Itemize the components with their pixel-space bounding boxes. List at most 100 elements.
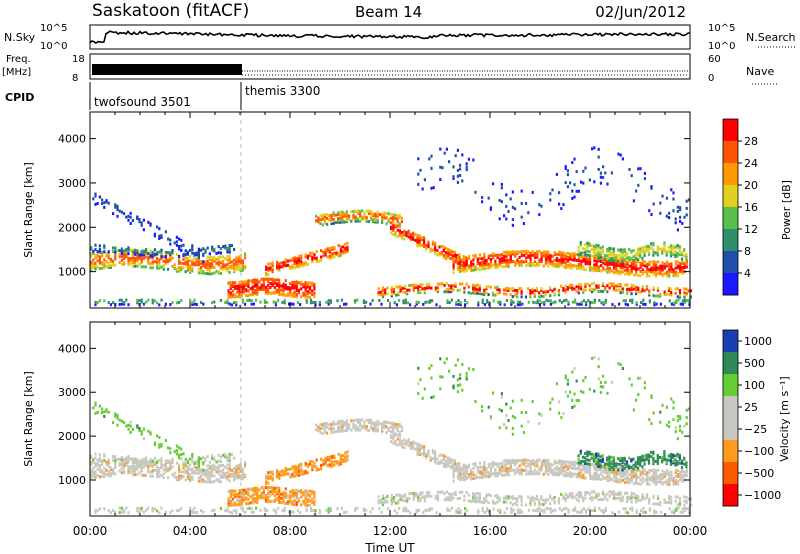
velocity-cell <box>237 464 240 468</box>
noise-right-tick-bottom: 10^0 <box>708 41 735 52</box>
velocity-cell <box>485 475 488 478</box>
power-cell <box>147 298 150 302</box>
power-cell <box>169 238 172 242</box>
power-cell <box>101 198 104 202</box>
power-cell <box>200 259 203 263</box>
velocity-cell <box>500 469 504 473</box>
velocity-cell <box>348 423 351 427</box>
velocity-cell <box>105 460 108 464</box>
velocity-cell <box>103 472 106 476</box>
power-cell <box>454 282 457 286</box>
power-cell <box>222 267 225 271</box>
power-cell <box>147 256 150 260</box>
power-cell <box>400 216 403 220</box>
power-cell <box>615 259 618 263</box>
power-cell <box>213 255 216 259</box>
power-cell <box>551 260 554 264</box>
power-cell <box>127 261 130 265</box>
velocity-cell <box>302 493 305 497</box>
power-cell <box>390 221 393 225</box>
power-cell <box>632 263 636 267</box>
power-cell <box>637 290 640 294</box>
velocity-cell <box>234 493 237 496</box>
power-cell <box>151 266 154 270</box>
power-cell <box>235 259 238 263</box>
power-cell <box>446 299 449 303</box>
power-cell <box>286 292 290 296</box>
velocity-cell <box>544 466 548 470</box>
power-cell <box>686 299 689 302</box>
power-cell <box>577 249 580 253</box>
power-cell <box>311 281 314 285</box>
power-cell <box>560 257 563 260</box>
power-cell <box>164 261 167 265</box>
velocity-cell <box>643 468 647 472</box>
velocity-cell <box>540 497 543 500</box>
power-cell <box>140 251 143 255</box>
velocity-cell <box>462 469 465 473</box>
velocity-cell <box>538 501 541 505</box>
velocity-cell <box>264 499 268 503</box>
velocity-cell <box>149 474 152 478</box>
velocity-cell <box>241 467 244 471</box>
velocity-cell <box>392 498 396 502</box>
velocity-cell <box>319 430 322 434</box>
velocity-cell <box>136 459 139 463</box>
power-cell <box>659 266 662 270</box>
velocity-cell <box>204 468 207 472</box>
power-cell <box>434 251 437 255</box>
power-cell <box>287 259 290 263</box>
power-cell <box>650 185 653 189</box>
power-cell <box>409 303 412 307</box>
velocity-cell <box>511 458 515 462</box>
power-cell <box>502 288 506 292</box>
power-cell <box>610 261 614 265</box>
velocity-cell <box>562 495 565 499</box>
power-cell <box>669 252 673 256</box>
power-cell <box>171 249 174 252</box>
power-cell <box>511 252 515 256</box>
velocity-cell <box>584 461 587 465</box>
power-cell <box>396 217 399 221</box>
velocity-cell <box>630 494 633 498</box>
velocity-cell <box>118 463 121 467</box>
power-cell <box>175 267 178 271</box>
power-cell <box>483 288 486 292</box>
power-cell <box>669 250 673 254</box>
power-cell <box>639 255 642 259</box>
power-cell <box>242 283 246 287</box>
power-cell <box>443 283 446 287</box>
power-cell <box>304 283 307 287</box>
power-cell <box>577 253 580 257</box>
velocity-cell <box>654 478 658 482</box>
velocity-cell <box>474 492 477 496</box>
power-cell <box>233 266 236 270</box>
power-cell <box>676 246 679 250</box>
power-cell <box>276 264 279 268</box>
velocity-cell <box>496 471 499 475</box>
velocity-cell <box>503 459 506 463</box>
power-cell <box>588 258 592 261</box>
power-cell <box>595 243 598 247</box>
power-cell <box>518 260 521 264</box>
power-cell <box>142 228 145 232</box>
velocity-cell <box>635 470 638 474</box>
power-cell <box>392 291 396 295</box>
power-cell <box>601 245 604 249</box>
velocity-cell <box>293 503 296 506</box>
power-cell <box>685 252 688 256</box>
power-cell <box>494 286 497 290</box>
power-cell <box>654 274 658 278</box>
velocity-cell <box>383 426 386 429</box>
power-cell <box>461 282 464 286</box>
velocity-cell <box>330 427 333 430</box>
power-cell <box>160 298 163 302</box>
velocity-cell <box>678 499 682 503</box>
velocity-cell <box>507 461 510 465</box>
power-cell <box>420 236 423 240</box>
power-cell <box>240 282 243 286</box>
velocity-cell <box>509 495 512 499</box>
velocity-cell <box>392 435 395 439</box>
velocity-cell <box>392 421 395 425</box>
velocity-cell <box>291 492 294 496</box>
